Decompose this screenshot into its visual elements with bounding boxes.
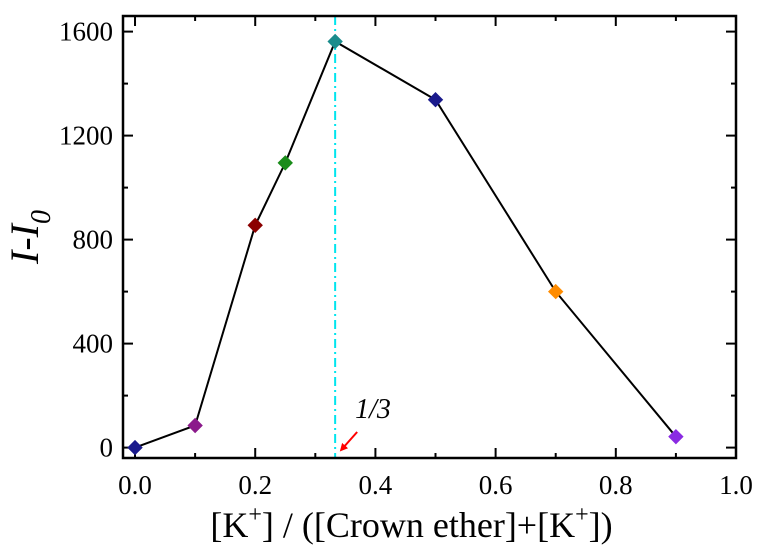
- y-tick-label: 400: [73, 329, 114, 359]
- data-point-marker: [427, 92, 444, 108]
- data-point-marker: [187, 417, 203, 434]
- x-tick-label: 0.0: [118, 470, 152, 500]
- annotation-label: 1/3: [355, 394, 391, 425]
- y-axis-title: I-I0: [2, 210, 57, 265]
- x-tick-label: 0.8: [599, 470, 633, 500]
- y-axis-title-sub: 0: [26, 210, 57, 224]
- x-tick-label: 0.2: [238, 470, 272, 500]
- x-axis-title-open: [K: [210, 505, 248, 545]
- series-line: [134, 40, 677, 449]
- x-axis-title-sup2: +: [575, 502, 589, 528]
- data-point-marker: [277, 155, 293, 171]
- x-tick-label: 1.0: [719, 470, 753, 500]
- y-tick-label: 800: [73, 225, 114, 255]
- x-tick-label: 0.4: [359, 470, 393, 500]
- annotation-arrow: [339, 431, 358, 452]
- data-point-marker: [247, 217, 263, 234]
- plot-frame-rect: [121, 14, 738, 460]
- data-point-marker: [668, 428, 684, 445]
- data-point-marker: [327, 33, 343, 50]
- data-marks: [127, 33, 684, 456]
- y-tick-label: 1200: [59, 121, 113, 151]
- data-point-marker: [127, 439, 143, 456]
- axes: 0.0 0.2 0.4 0.6 0.8 1.0 0 400 800 1200 1600: [59, 14, 753, 500]
- x-axis-title: [K+] / ([Crown ether]+[K+]): [210, 502, 612, 545]
- data-point-marker: [547, 283, 564, 300]
- x-axis-title-sup: +: [248, 502, 262, 528]
- y-axis-title-main: I-I: [2, 222, 47, 265]
- x-axis-title-mid: ] / ([Crown ether]+[K: [262, 505, 575, 545]
- y-tick-label: 0: [100, 433, 114, 463]
- x-tick-label: 0.6: [479, 470, 513, 500]
- y-tick-label: 1600: [59, 17, 113, 47]
- x-axis-title-close: ]): [589, 505, 613, 545]
